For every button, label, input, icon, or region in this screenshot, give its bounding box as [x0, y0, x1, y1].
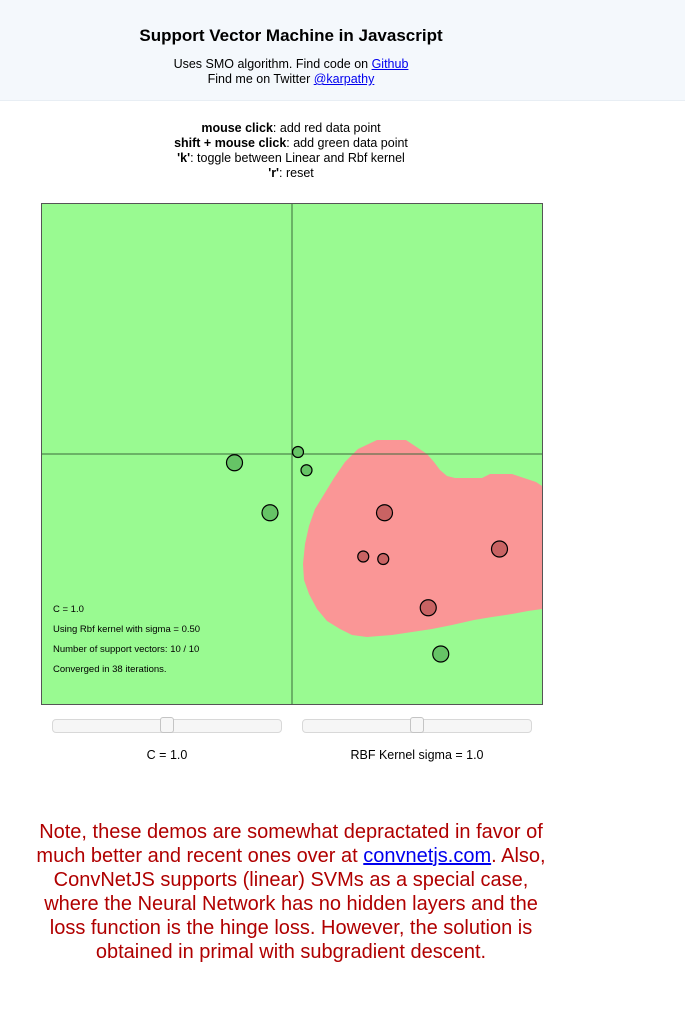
instruction-text: : toggle between Linear and Rbf kernel [190, 151, 405, 165]
c-slider-caption: C = 1.0 [146, 748, 188, 762]
convnetjs-link[interactable]: convnetjs.com [363, 845, 492, 867]
c-slider-handle[interactable] [160, 717, 174, 733]
red-data-point [419, 599, 437, 617]
sigma-slider[interactable] [302, 717, 532, 733]
stat-support-vectors: Number of support vectors: 10 / 10 [53, 644, 200, 655]
stat-iterations: Converged in 38 iterations. [53, 664, 167, 675]
instruction-text: : reset [279, 166, 314, 180]
deprecation-note: Note, these demos are somewhat depractat… [36, 820, 546, 964]
code-info-text: Uses SMO algorithm. Find code on [173, 57, 372, 71]
stat-kernel: Using Rbf kernel with sigma = 0.50 [53, 624, 201, 635]
instruction-key: shift + mouse click [174, 136, 287, 150]
green-data-point [225, 454, 244, 472]
red-data-point [357, 550, 370, 563]
header: Support Vector Machine in Javascript Use… [0, 0, 685, 101]
note-text-start: Note, these demos are somewhat depractat… [36, 821, 543, 867]
instruction-text: : add red data point [272, 121, 381, 135]
decision-plot[interactable] [42, 204, 542, 704]
twitter-info-line: Find me on Twitter @karpathy [0, 72, 582, 86]
green-data-point [291, 445, 305, 459]
red-data-point [375, 504, 394, 522]
c-slider[interactable] [52, 717, 282, 733]
instruction-text: : add green data point [286, 136, 408, 150]
sigma-slider-handle[interactable] [410, 717, 424, 733]
sigma-slider-caption: RBF Kernel sigma = 1.0 [350, 748, 484, 762]
instruction-line: shift + mouse click: add green data poin… [0, 136, 582, 151]
twitter-link[interactable]: @karpathy [313, 72, 375, 86]
svm-canvas[interactable]: C = 1.0 Using Rbf kernel with sigma = 0.… [41, 203, 543, 705]
instruction-key: mouse click [201, 121, 273, 135]
green-data-point [432, 645, 450, 663]
instruction-key: 'r' [268, 166, 280, 180]
instructions: mouse click: add red data point shift + … [0, 121, 582, 181]
instruction-line: 'k': toggle between Linear and Rbf kerne… [0, 151, 582, 166]
red-data-point [490, 540, 509, 558]
github-link[interactable]: Github [371, 57, 409, 71]
code-info-line: Uses SMO algorithm. Find code on Github [0, 57, 582, 71]
red-data-point [377, 552, 390, 566]
instruction-line: 'r': reset [0, 166, 582, 181]
note-text-end: . Also, ConvNetJS supports (linear) SVMs… [44, 845, 546, 963]
instruction-key: 'k' [177, 151, 191, 165]
negative-region [303, 440, 542, 637]
page-title: Support Vector Machine in Javascript [139, 26, 443, 45]
instruction-line: mouse click: add red data point [0, 121, 582, 136]
points-layer [225, 445, 509, 663]
twitter-info-text: Find me on Twitter [207, 72, 314, 86]
green-data-point [261, 504, 279, 522]
stat-c: C = 1.0 [53, 604, 84, 615]
green-data-point [300, 464, 313, 477]
